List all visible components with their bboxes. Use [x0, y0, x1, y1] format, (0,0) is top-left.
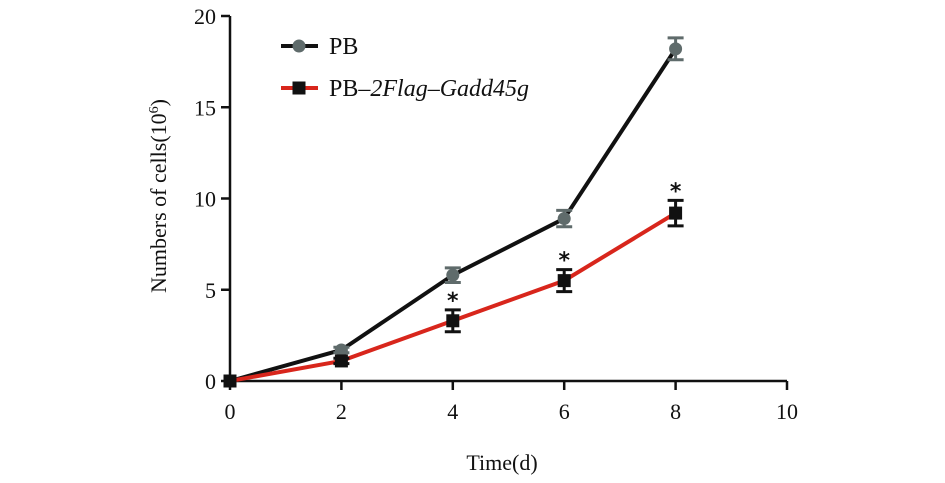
- plot-area: 0 2 4 6 8 10 0 5 10 15 20 * * *: [194, 4, 798, 424]
- significance-marker: *: [447, 289, 459, 314]
- x-tick-label: 10: [776, 399, 798, 424]
- data-point-pb-2flag-gadd45g: [334, 354, 348, 368]
- data-point-pb-2flag-gadd45g: [223, 374, 237, 388]
- data-point-pb: [557, 212, 571, 226]
- legend-label-pb-2flag-gadd45g: PB–2Flag–Gadd45g: [329, 76, 529, 102]
- data-point-pb-2flag-gadd45g: [557, 274, 571, 288]
- data-point-pb: [446, 268, 460, 282]
- legend-marker-pb: [292, 39, 306, 53]
- legend-label-plain: PB: [329, 34, 358, 60]
- data-point-pb: [334, 343, 348, 357]
- x-tick-label: 8: [670, 399, 681, 424]
- legend-label-italic: 2Flag–Gadd45g: [370, 76, 529, 102]
- y-tick-label: 10: [194, 187, 216, 212]
- x-tick-label: 4: [447, 399, 458, 424]
- data-point-pb-2flag-gadd45g: [669, 206, 683, 220]
- x-tick-label: 0: [225, 399, 236, 424]
- legend-label-pb: PB: [329, 34, 358, 60]
- data-point-pb-2flag-gadd45g: [446, 314, 460, 328]
- y-axis-title-base: Numbers of cells(10: [146, 113, 171, 293]
- y-tick-label: 5: [205, 278, 216, 303]
- y-axis-title: Numbers of cells(106): [146, 99, 171, 293]
- x-tick-label: 6: [559, 399, 570, 424]
- legend: PB PB–2Flag–Gadd45g: [281, 34, 529, 102]
- y-tick-label: 20: [194, 4, 216, 29]
- legend-marker-pb-2flag-gadd45g: [292, 81, 306, 95]
- x-axis-title: Time(d): [466, 450, 537, 475]
- y-axis-title-superscript: 6: [147, 106, 162, 113]
- y-tick-label: 15: [194, 95, 216, 120]
- y-axis-title-close: ): [146, 99, 171, 106]
- x-tick-label: 2: [336, 399, 347, 424]
- y-tick-label: 0: [205, 369, 216, 394]
- significance-marker: *: [558, 249, 570, 274]
- significance-marker: *: [670, 179, 682, 204]
- legend-label-plain: PB–: [329, 76, 371, 102]
- data-point-pb: [669, 42, 683, 56]
